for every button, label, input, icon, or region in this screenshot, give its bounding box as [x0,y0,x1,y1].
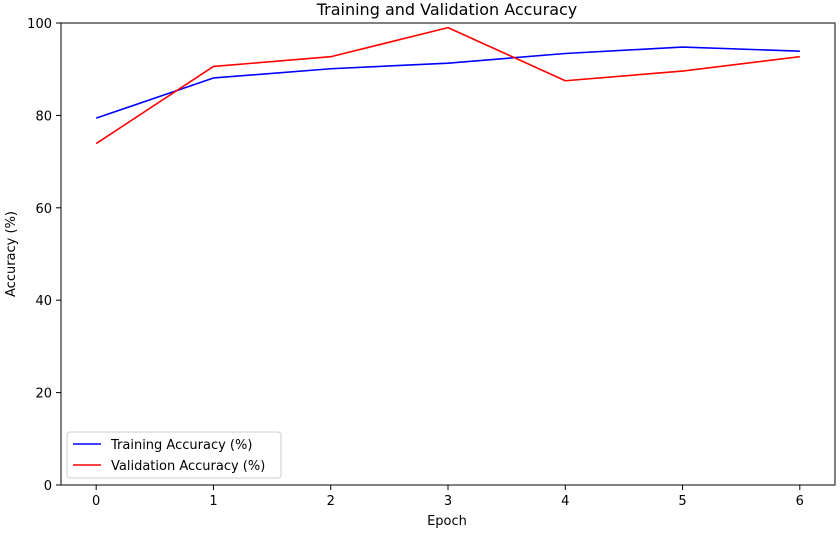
x-tick-label: 4 [561,494,569,509]
series-line-validation [95,26,800,145]
x-tick-label: 2 [327,494,335,509]
x-tick-label: 5 [678,494,686,509]
plot-area [60,22,836,486]
legend-entry-label: Training Accuracy (%) [110,438,252,453]
y-tick-label: 40 [35,294,52,309]
legend-box [66,431,282,479]
x-tick-label: 3 [444,494,452,509]
y-tick-label: 0 [44,479,52,494]
y-axis-ticks: 0 20 40 60 80 100 [27,17,61,494]
legend: Training Accuracy (%) Validation Accuracy… [66,431,282,479]
x-axis-ticks: 0 1 2 3 4 5 6 [92,485,804,509]
y-tick-label: 60 [35,202,52,217]
legend-entry-label: Validation Accuracy (%) [111,459,265,474]
y-tick-label: 100 [27,17,52,32]
axes-frame [60,22,836,486]
y-tick-label: 80 [35,109,52,124]
series-line-training [95,46,800,119]
series-lines [95,26,800,145]
x-tick-label: 0 [92,494,100,509]
x-tick-label: 6 [796,494,804,509]
x-axis-label: Epoch [427,514,467,529]
x-tick-label: 1 [209,494,217,509]
chart-title: Training and Validation Accuracy [316,0,578,19]
y-axis-label: Accuracy (%) [4,211,19,297]
y-tick-label: 20 [35,387,52,402]
